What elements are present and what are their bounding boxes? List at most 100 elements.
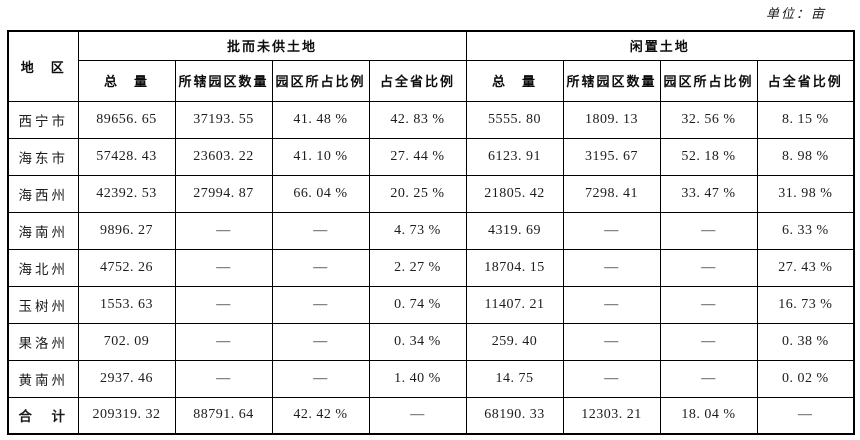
- value-cell: —: [659, 359, 758, 398]
- value-cell: 5555. 80: [465, 100, 564, 139]
- value-cell: 4319. 69: [465, 211, 564, 250]
- region-label: 西宁市: [7, 100, 79, 139]
- land-statistics-table: 地 区 批而未供土地 闲置土地 总 量所辖园区数量 园区所占比例 占全省比例总 量所…: [7, 30, 856, 435]
- value-cell: —: [562, 248, 661, 287]
- value-cell: 4. 73 %: [368, 211, 467, 250]
- value-cell: 0. 34 %: [368, 322, 467, 361]
- value-cell: 3195. 67: [562, 137, 661, 176]
- value-cell: —: [756, 396, 855, 435]
- region-label: 合 计: [7, 396, 79, 435]
- value-cell: 209319. 32: [77, 396, 176, 435]
- region-column-header: 地 区: [7, 30, 79, 102]
- table-row: 海东市 57428. 43 23603. 22 41. 10 % 27. 44 % 612…: [7, 137, 855, 176]
- value-cell: 42. 42 %: [271, 396, 370, 435]
- group-header-idle-land: 闲置土地: [465, 30, 855, 61]
- table-row: 西宁市 89656. 65 37193. 55 41. 48 % 42. 83 % 555…: [7, 100, 855, 139]
- value-cell: —: [174, 211, 273, 250]
- value-cell: —: [368, 396, 467, 435]
- value-cell: 14. 75: [465, 359, 564, 398]
- value-cell: 88791. 64: [174, 396, 273, 435]
- value-cell: —: [271, 322, 370, 361]
- sub-header-total-group1: 总 量: [77, 59, 176, 102]
- value-cell: —: [659, 322, 758, 361]
- value-cell: 57428. 43: [77, 137, 176, 176]
- value-cell: 11407. 21: [465, 285, 564, 324]
- value-cell: —: [562, 285, 661, 324]
- group-header-row: 地 区 批而未供土地 闲置土地: [7, 30, 855, 102]
- sub-header-park-count-group2: 所辖园区数量: [562, 59, 661, 102]
- value-cell: 33. 47 %: [659, 174, 758, 213]
- region-label: 海南州: [7, 211, 79, 250]
- value-cell: 18704. 15: [465, 248, 564, 287]
- region-label: 海西州: [7, 174, 79, 213]
- value-cell: 6123. 91: [465, 137, 564, 176]
- sub-header-park-ratio-group2: 园区所占比例: [659, 59, 758, 102]
- sub-header-province-ratio-group1: 占全省比例: [368, 59, 467, 102]
- value-cell: 259. 40: [465, 322, 564, 361]
- table-header: 地 区 批而未供土地 闲置土地 总 量所辖园区数量 园区所占比例 占全省比例总 量所…: [7, 30, 855, 102]
- value-cell: —: [562, 211, 661, 250]
- value-cell: 0. 38 %: [756, 322, 855, 361]
- region-label: 玉树州: [7, 285, 79, 324]
- table-row: 海北州 4752. 26— —2. 27 % 18704. 15— —27. 43 %: [7, 248, 855, 287]
- value-cell: —: [271, 248, 370, 287]
- region-label: 海北州: [7, 248, 79, 287]
- value-cell: —: [174, 285, 273, 324]
- value-cell: 20. 25 %: [368, 174, 467, 213]
- value-cell: 8. 98 %: [756, 137, 855, 176]
- value-cell: —: [271, 211, 370, 250]
- value-cell: 27. 44 %: [368, 137, 467, 176]
- table-row: 海南州 9896. 27— —4. 73 % 4319. 69— —6. 33 %: [7, 211, 855, 250]
- value-cell: 1. 40 %: [368, 359, 467, 398]
- table-row: 海西州 42392. 53 27994. 87 66. 04 % 20. 25 % 218…: [7, 174, 855, 213]
- value-cell: 41. 10 %: [271, 137, 370, 176]
- table-row: 果洛州 702. 09— —0. 34 % 259. 40— —0. 38 %: [7, 322, 855, 361]
- value-cell: 6. 33 %: [756, 211, 855, 250]
- value-cell: —: [562, 359, 661, 398]
- value-cell: 41. 48 %: [271, 100, 370, 139]
- value-cell: 0. 74 %: [368, 285, 467, 324]
- value-cell: 8. 15 %: [756, 100, 855, 139]
- value-cell: 66. 04 %: [271, 174, 370, 213]
- unit-label: 单位：亩: [765, 6, 826, 21]
- value-cell: 0. 02 %: [756, 359, 855, 398]
- sub-header-total-group2: 总 量: [465, 59, 564, 102]
- value-cell: —: [174, 359, 273, 398]
- value-cell: 702. 09: [77, 322, 176, 361]
- value-cell: 52. 18 %: [659, 137, 758, 176]
- value-cell: 89656. 65: [77, 100, 176, 139]
- value-cell: 7298. 41: [562, 174, 661, 213]
- value-cell: 1553. 63: [77, 285, 176, 324]
- value-cell: —: [174, 322, 273, 361]
- value-cell: 68190. 33: [465, 396, 564, 435]
- value-cell: 4752. 26: [77, 248, 176, 287]
- value-cell: —: [659, 248, 758, 287]
- sub-header-province-ratio-group2: 占全省比例: [756, 59, 855, 102]
- sub-header-park-ratio-group1: 园区所占比例: [271, 59, 370, 102]
- region-label: 海东市: [7, 137, 79, 176]
- sub-header-park-count-group1: 所辖园区数量: [174, 59, 273, 102]
- value-cell: 42392. 53: [77, 174, 176, 213]
- table-row: 玉树州 1553. 63— —0. 74 % 11407. 21— —16. 73 %: [7, 285, 855, 324]
- value-cell: 32. 56 %: [659, 100, 758, 139]
- value-cell: 18. 04 %: [659, 396, 758, 435]
- value-cell: 21805. 42: [465, 174, 564, 213]
- value-cell: —: [271, 359, 370, 398]
- value-cell: 42. 83 %: [368, 100, 467, 139]
- table-row: 黄南州 2937. 46— —1. 40 % 14. 75— —0. 02 %: [7, 359, 855, 398]
- value-cell: —: [659, 285, 758, 324]
- value-cell: 37193. 55: [174, 100, 273, 139]
- value-cell: 2937. 46: [77, 359, 176, 398]
- value-cell: —: [659, 211, 758, 250]
- region-label: 黄南州: [7, 359, 79, 398]
- value-cell: 16. 73 %: [756, 285, 855, 324]
- value-cell: —: [271, 285, 370, 324]
- value-cell: 2. 27 %: [368, 248, 467, 287]
- value-cell: —: [562, 322, 661, 361]
- region-label: 果洛州: [7, 322, 79, 361]
- sub-header-row: 总 量所辖园区数量 园区所占比例 占全省比例总 量所辖园区数量 园区所占比例 占全省比例: [8, 59, 855, 102]
- table-body: 西宁市 89656. 65 37193. 55 41. 48 % 42. 83 % 555…: [7, 100, 855, 435]
- value-cell: 27. 43 %: [756, 248, 855, 287]
- value-cell: 1809. 13: [562, 100, 661, 139]
